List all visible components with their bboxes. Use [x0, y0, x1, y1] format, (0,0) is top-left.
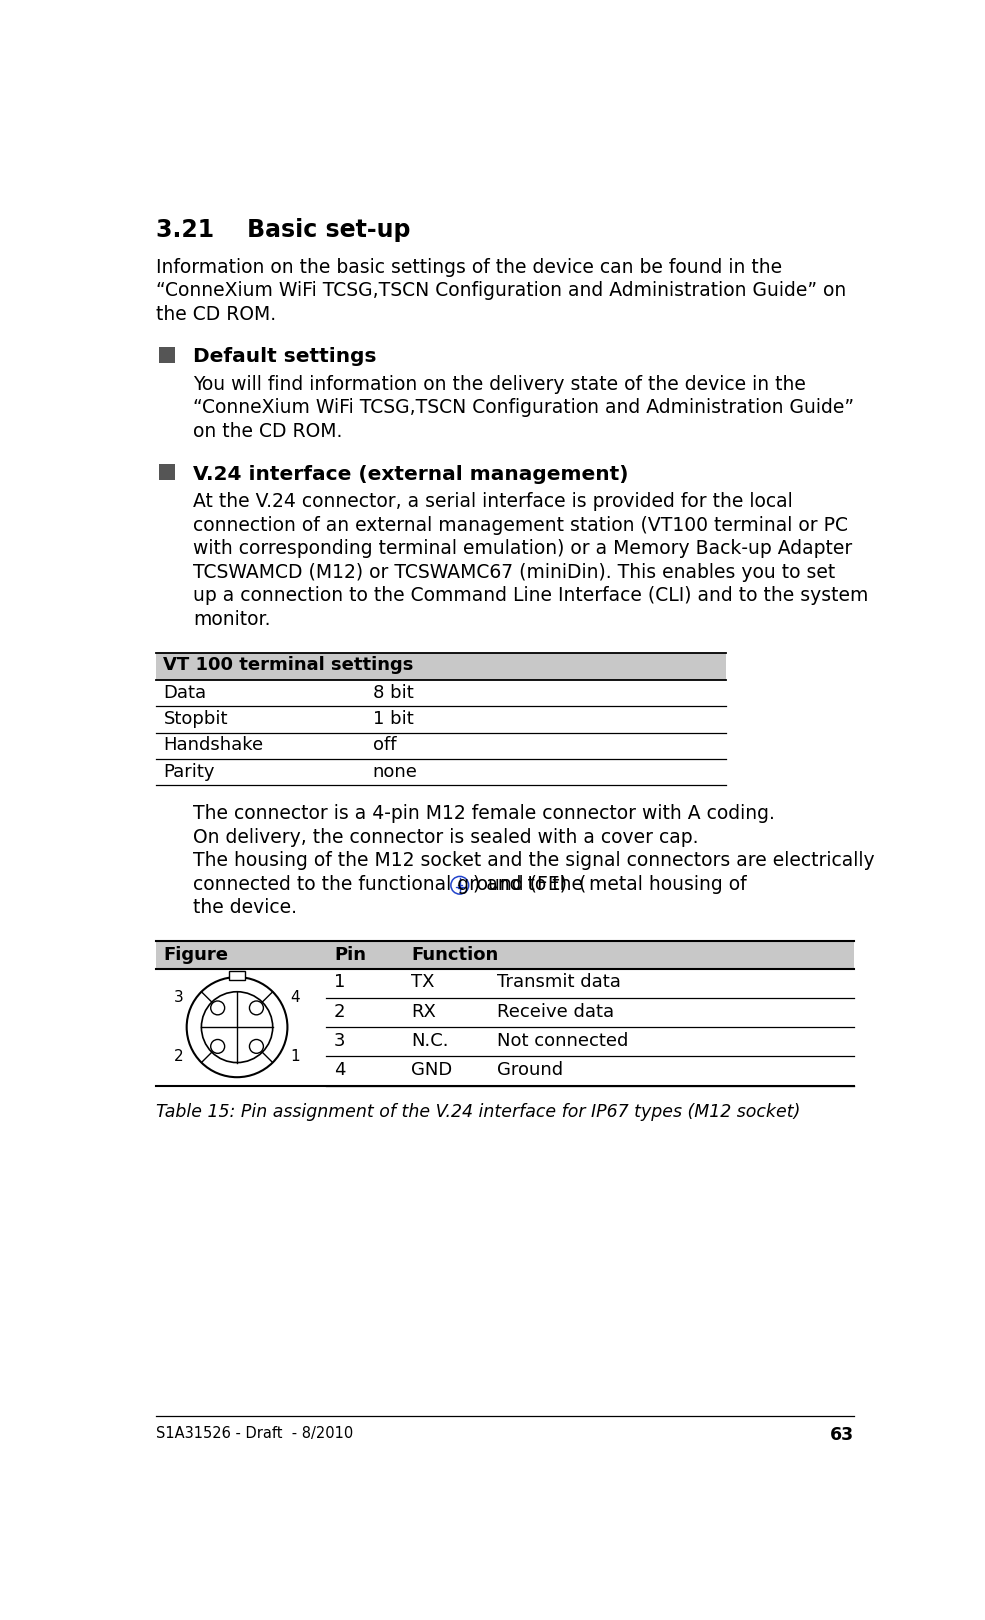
Text: S1A31526 - Draft  - 8/2010: S1A31526 - Draft - 8/2010	[156, 1426, 353, 1442]
Text: Parity: Parity	[164, 763, 215, 781]
Text: with corresponding terminal emulation) or a Memory Back-up Adapter: with corresponding terminal emulation) o…	[193, 539, 852, 559]
Text: the CD ROM.: the CD ROM.	[156, 305, 276, 324]
Text: up a connection to the Command Line Interface (CLI) and to the system: up a connection to the Command Line Inte…	[193, 586, 868, 606]
Text: Function: Function	[412, 946, 498, 964]
Text: You will find information on the delivery state of the device in the: You will find information on the deliver…	[193, 374, 806, 394]
Text: TX: TX	[412, 974, 435, 991]
Text: N.C.: N.C.	[412, 1032, 449, 1050]
Text: 2: 2	[334, 1003, 346, 1021]
Circle shape	[211, 1040, 225, 1053]
Text: Handshake: Handshake	[164, 737, 264, 755]
Text: Receive data: Receive data	[496, 1003, 614, 1021]
Text: On delivery, the connector is sealed with a cover cap.: On delivery, the connector is sealed wit…	[193, 828, 698, 847]
Text: 63: 63	[829, 1426, 854, 1445]
Text: 2: 2	[174, 1048, 184, 1064]
Text: Figure: Figure	[164, 946, 229, 964]
Text: on the CD ROM.: on the CD ROM.	[193, 421, 342, 441]
Text: Default settings: Default settings	[193, 347, 376, 366]
Text: 1: 1	[291, 1048, 300, 1064]
Bar	[159, 465, 175, 481]
Text: monitor.: monitor.	[193, 609, 270, 629]
Text: 1 bit: 1 bit	[372, 710, 414, 729]
Text: 4: 4	[291, 990, 300, 1006]
Circle shape	[249, 1040, 263, 1053]
Text: Information on the basic settings of the device can be found in the: Information on the basic settings of the…	[156, 258, 782, 277]
Text: Stopbit: Stopbit	[164, 710, 228, 729]
Text: “ConneXium WiFi TCSG,TSCN Configuration and Administration Guide” on: “ConneXium WiFi TCSG,TSCN Configuration …	[156, 280, 846, 300]
Text: “ConneXium WiFi TCSG,TSCN Configuration and Administration Guide”: “ConneXium WiFi TCSG,TSCN Configuration …	[193, 399, 854, 418]
Text: 1: 1	[334, 974, 346, 991]
Text: Transmit data: Transmit data	[496, 974, 621, 991]
Text: Not connected: Not connected	[496, 1032, 628, 1050]
Text: Ground: Ground	[496, 1061, 562, 1079]
Text: 3.21    Basic set-up: 3.21 Basic set-up	[156, 217, 410, 241]
Text: Pin: Pin	[334, 946, 365, 964]
Circle shape	[211, 1001, 225, 1014]
Text: 3: 3	[174, 990, 184, 1006]
Text: off: off	[372, 737, 396, 755]
Text: the device.: the device.	[193, 897, 296, 917]
Text: Table 15: Pin assignment of the V.24 interface for IP67 types (M12 socket): Table 15: Pin assignment of the V.24 int…	[156, 1103, 800, 1121]
Text: V.24 interface (external management): V.24 interface (external management)	[193, 465, 628, 484]
Text: none: none	[372, 763, 418, 781]
Circle shape	[249, 1001, 263, 1014]
Bar	[156, 653, 726, 680]
Text: Data: Data	[164, 684, 207, 701]
Text: The connector is a 4-pin M12 female connector with A coding.: The connector is a 4-pin M12 female conn…	[193, 804, 775, 823]
Text: 3: 3	[334, 1032, 346, 1050]
Text: ) and to the metal housing of: ) and to the metal housing of	[474, 875, 747, 894]
Text: At the V.24 connector, a serial interface is provided for the local: At the V.24 connector, a serial interfac…	[193, 492, 793, 512]
Bar	[230, 970, 245, 980]
Text: The housing of the M12 socket and the signal connectors are electrically: The housing of the M12 socket and the si…	[193, 850, 875, 870]
Text: TCSWAMCD (M12) or TCSWAMC67 (miniDin). This enables you to set: TCSWAMCD (M12) or TCSWAMC67 (miniDin). T…	[193, 562, 835, 582]
Text: RX: RX	[412, 1003, 436, 1021]
Text: connection of an external management station (VT100 terminal or PC: connection of an external management sta…	[193, 515, 848, 535]
Text: connected to the functional ground (FE)  (: connected to the functional ground (FE) …	[193, 875, 586, 894]
Bar	[159, 347, 175, 363]
Text: VT 100 terminal settings: VT 100 terminal settings	[164, 656, 414, 674]
Bar	[156, 941, 854, 969]
Text: 4: 4	[334, 1061, 346, 1079]
Text: GND: GND	[412, 1061, 453, 1079]
Text: 8 bit: 8 bit	[372, 684, 414, 701]
